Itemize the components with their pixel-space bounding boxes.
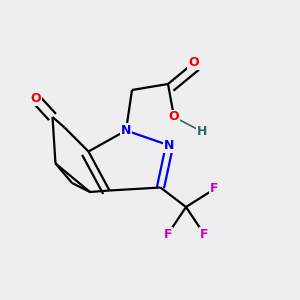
- Text: N: N: [164, 139, 175, 152]
- Text: H: H: [196, 125, 207, 138]
- Text: F: F: [164, 227, 172, 241]
- Text: F: F: [210, 182, 219, 196]
- Text: N: N: [121, 124, 131, 137]
- Text: F: F: [200, 227, 208, 241]
- Text: O: O: [188, 56, 199, 70]
- Text: O: O: [169, 110, 179, 124]
- Text: O: O: [31, 92, 41, 106]
